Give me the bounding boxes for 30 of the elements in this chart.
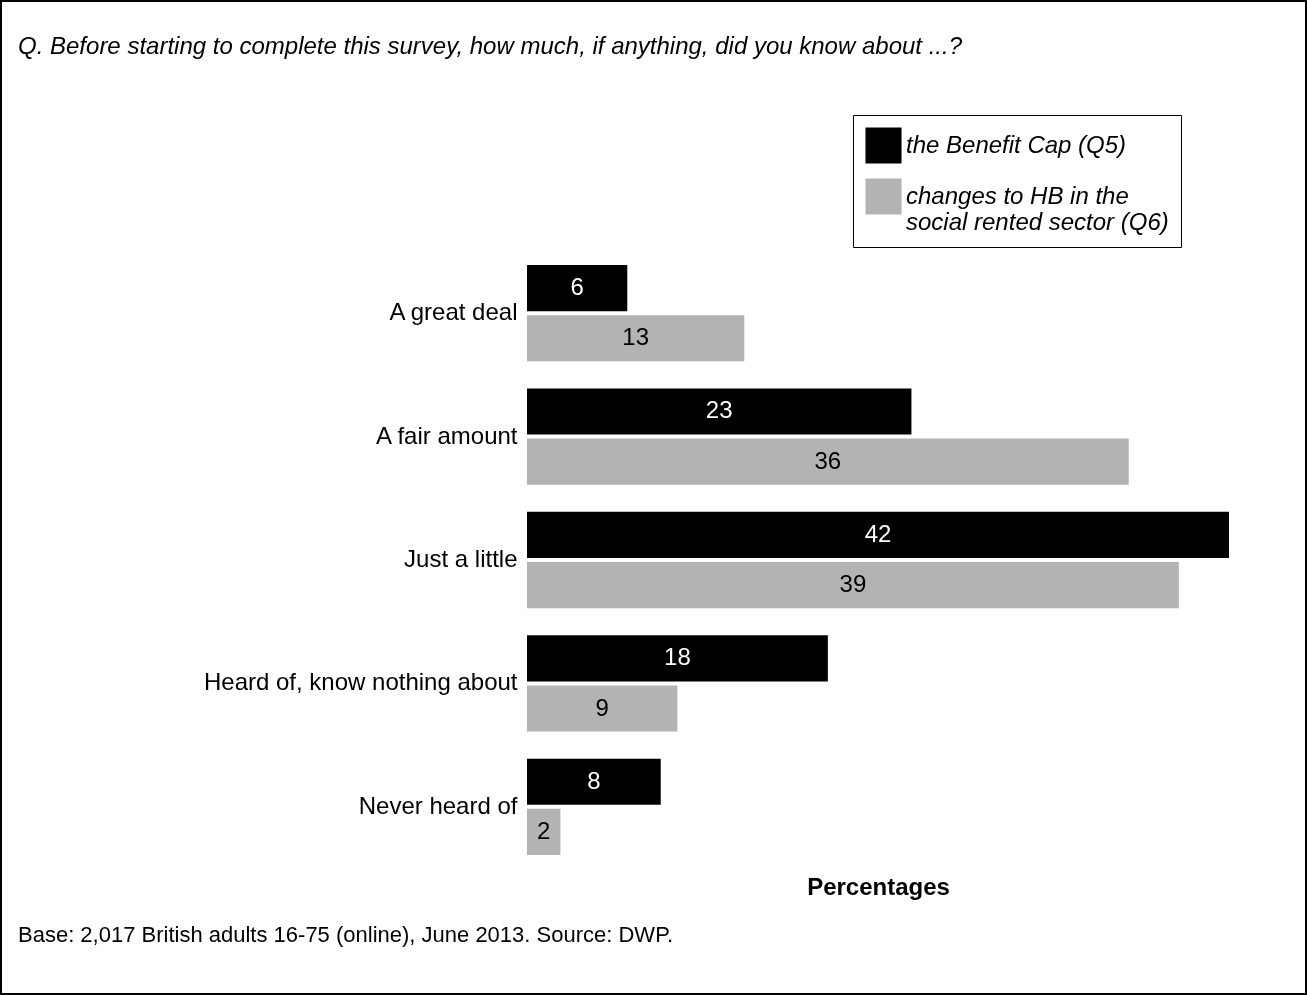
text: Base: 2,017 British adults 16-75 (online), June 2013. Source: DWP.: [18, 922, 674, 947]
data-label: 39: [839, 570, 867, 598]
data-label: 36: [814, 446, 842, 474]
bar: [527, 438, 1129, 485]
data-label: 13: [622, 323, 649, 351]
x-axis-title: Percentages: [807, 872, 950, 900]
bar: [527, 685, 678, 732]
bar: [527, 315, 745, 362]
data-label: 8: [587, 766, 601, 794]
bar: [527, 562, 1179, 609]
bar: [527, 265, 628, 312]
y-tick-label: A great deal: [389, 298, 518, 326]
data-label: 9: [595, 693, 609, 721]
bar: [527, 758, 661, 805]
bar: [527, 808, 561, 855]
y-tick-label: Heard of, know nothing about: [203, 668, 518, 696]
bar: [527, 635, 828, 682]
y-tick-label: A fair amount: [376, 421, 518, 449]
legend-label: the Benefit Cap (Q5): [906, 130, 1127, 158]
data-label: 23: [705, 396, 733, 424]
bar: [527, 388, 912, 435]
bar: [527, 511, 1229, 558]
legend-label: changes to HB in the social rented sector (Q6): [906, 181, 1169, 235]
data-label: 2: [537, 816, 551, 844]
data-label: 42: [864, 519, 892, 547]
data-label: 18: [664, 643, 691, 671]
y-tick-label: Never heard of: [358, 791, 518, 819]
chart-title: Q. Before starting to complete this survey, how much, if anything, did you know about ...?: [18, 32, 963, 59]
y-tick-label: Just a little: [404, 545, 518, 572]
data-label: 6: [570, 273, 584, 301]
